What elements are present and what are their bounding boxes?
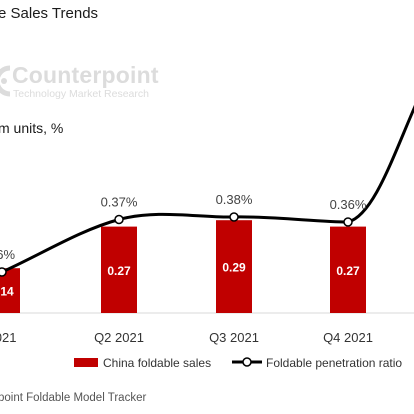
legend-label-penetration: Foldable penetration ratio — [266, 356, 402, 370]
unit-label: m units, % — [0, 120, 64, 136]
chart-title: e Sales Trends — [0, 5, 99, 22]
counterpoint-logo-icon — [0, 65, 11, 97]
penetration-label-1: 16% — [0, 247, 15, 262]
penetration-label-3: 0.38% — [216, 192, 253, 207]
penetration-point-2 — [114, 214, 124, 225]
bar-3 — [216, 220, 252, 313]
bar-4 — [330, 226, 366, 313]
bar-1 — [0, 268, 20, 313]
legend-swatch-sales — [74, 358, 98, 367]
bar-2 — [101, 226, 137, 313]
penetration-label-2: 0.37% — [101, 195, 138, 210]
x-tick-label-1: 2021 — [0, 330, 16, 345]
source-note: point Foldable Model Tracker — [0, 392, 147, 404]
penetration-point-1 — [0, 267, 7, 277]
logo-name: Counterpoint — [12, 62, 159, 88]
legend-label-sales: China foldable sales — [103, 356, 211, 370]
penetration-point-4 — [343, 217, 353, 227]
penetration-point-3 — [229, 212, 239, 222]
logo-tagline: Technology Market Research — [13, 88, 149, 100]
penetration-label-4: 0.36% — [330, 197, 367, 212]
bar-value-label-2: 0.27 — [107, 264, 131, 278]
legend-marker-penetration — [242, 357, 252, 367]
bar-value-label-4: 0.27 — [336, 264, 360, 278]
x-tick-label-3: Q3 2021 — [209, 330, 259, 345]
x-tick-label-4: Q4 2021 — [323, 330, 373, 345]
bar-value-label-1: 0.14 — [0, 285, 14, 299]
counterpoint-logo: Counterpoint Technology Market Research — [0, 62, 164, 108]
bar-value-label-3: 0.29 — [222, 261, 246, 275]
x-tick-label-2: Q2 2021 — [94, 330, 144, 345]
